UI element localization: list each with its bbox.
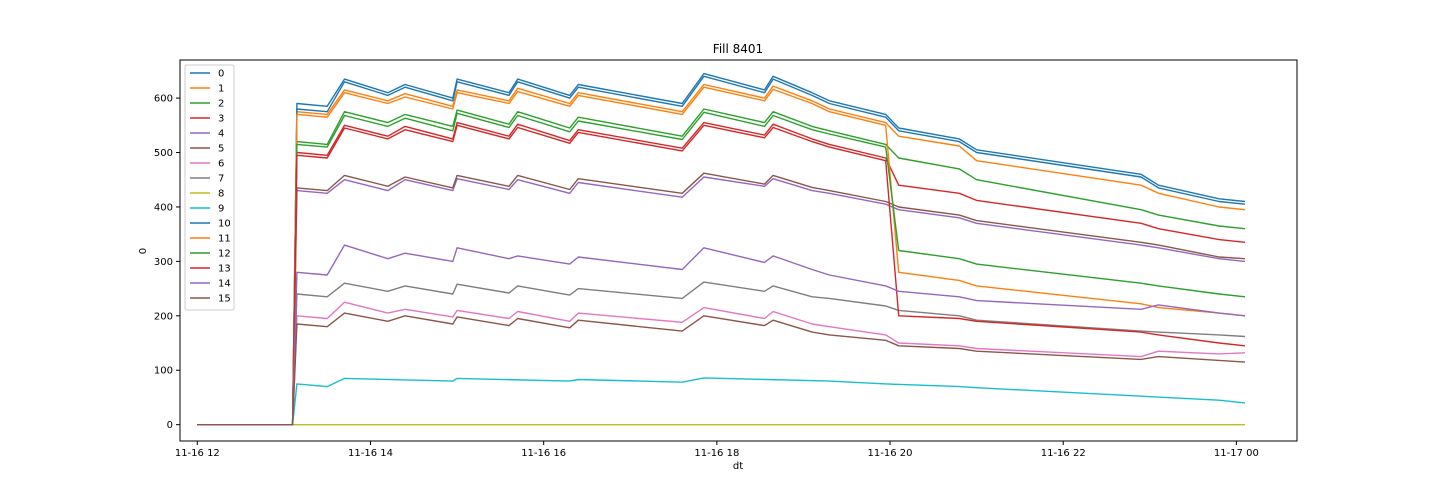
legend-label-7: 7 bbox=[218, 174, 224, 185]
series-line-13 bbox=[197, 124, 1246, 426]
y-tick-label: 200 bbox=[154, 311, 173, 322]
legend-label-0: 0 bbox=[218, 69, 224, 80]
series-line-7 bbox=[197, 281, 1246, 426]
series-line-6 bbox=[197, 301, 1246, 426]
chart-title: Fill 8401 bbox=[713, 42, 763, 56]
series-line-0 bbox=[197, 72, 1246, 426]
legend-label-14: 14 bbox=[218, 279, 231, 290]
series-line-1 bbox=[197, 83, 1246, 426]
series-line-11 bbox=[197, 86, 1246, 426]
series-line-2 bbox=[197, 108, 1246, 426]
series-line-5 bbox=[197, 172, 1246, 426]
legend-label-10: 10 bbox=[218, 219, 231, 230]
x-tick-label: 11-16 20 bbox=[868, 448, 913, 459]
legend-label-4: 4 bbox=[218, 129, 224, 140]
legend-box bbox=[184, 64, 235, 311]
y-tick-label: 100 bbox=[154, 366, 173, 377]
x-axis: 11-16 12 11-16 14 11-16 16 11-16 18 11-16 20… bbox=[175, 441, 1259, 459]
legend-label-12: 12 bbox=[218, 249, 231, 260]
plot-frame bbox=[179, 59, 1298, 442]
x-tick-label: 11-17 00 bbox=[1214, 448, 1259, 459]
legend-label-8: 8 bbox=[218, 189, 224, 200]
y-tick-label: 0 bbox=[167, 420, 173, 431]
legend-label-6: 6 bbox=[218, 159, 224, 170]
x-tick-label: 11-16 22 bbox=[1041, 448, 1086, 459]
series-line-3 bbox=[197, 121, 1246, 426]
legend-label-1: 1 bbox=[218, 84, 224, 95]
series-line-9 bbox=[197, 377, 1246, 426]
y-axis: 0 100 200 300 400 500 600 bbox=[154, 94, 180, 431]
legend-label-11: 11 bbox=[218, 234, 231, 245]
series-line-14 bbox=[197, 244, 1246, 426]
y-tick-label: 300 bbox=[154, 257, 173, 268]
x-tick-label: 11-16 12 bbox=[175, 448, 220, 459]
series-line-12 bbox=[197, 111, 1246, 426]
y-axis-title: 0 bbox=[138, 248, 149, 254]
legend-label-13: 13 bbox=[218, 264, 231, 275]
y-tick-label: 500 bbox=[154, 148, 173, 159]
legend-label-5: 5 bbox=[218, 144, 224, 155]
legend-label-9: 9 bbox=[218, 204, 224, 215]
legend-label-2: 2 bbox=[218, 99, 224, 110]
series-layer bbox=[197, 72, 1246, 426]
series-line-15 bbox=[197, 312, 1246, 426]
legend-label-3: 3 bbox=[218, 114, 224, 125]
series-line-4 bbox=[197, 176, 1246, 426]
y-tick-label: 600 bbox=[154, 94, 173, 105]
x-axis-title: dt bbox=[733, 461, 743, 472]
x-tick-label: 11-16 18 bbox=[694, 448, 739, 459]
x-tick-label: 11-16 16 bbox=[521, 448, 566, 459]
series-line-10 bbox=[197, 75, 1246, 426]
y-tick-label: 400 bbox=[154, 202, 173, 213]
plot-area bbox=[179, 59, 1298, 442]
legend-label-15: 15 bbox=[218, 294, 231, 305]
x-tick-label: 11-16 14 bbox=[348, 448, 393, 459]
